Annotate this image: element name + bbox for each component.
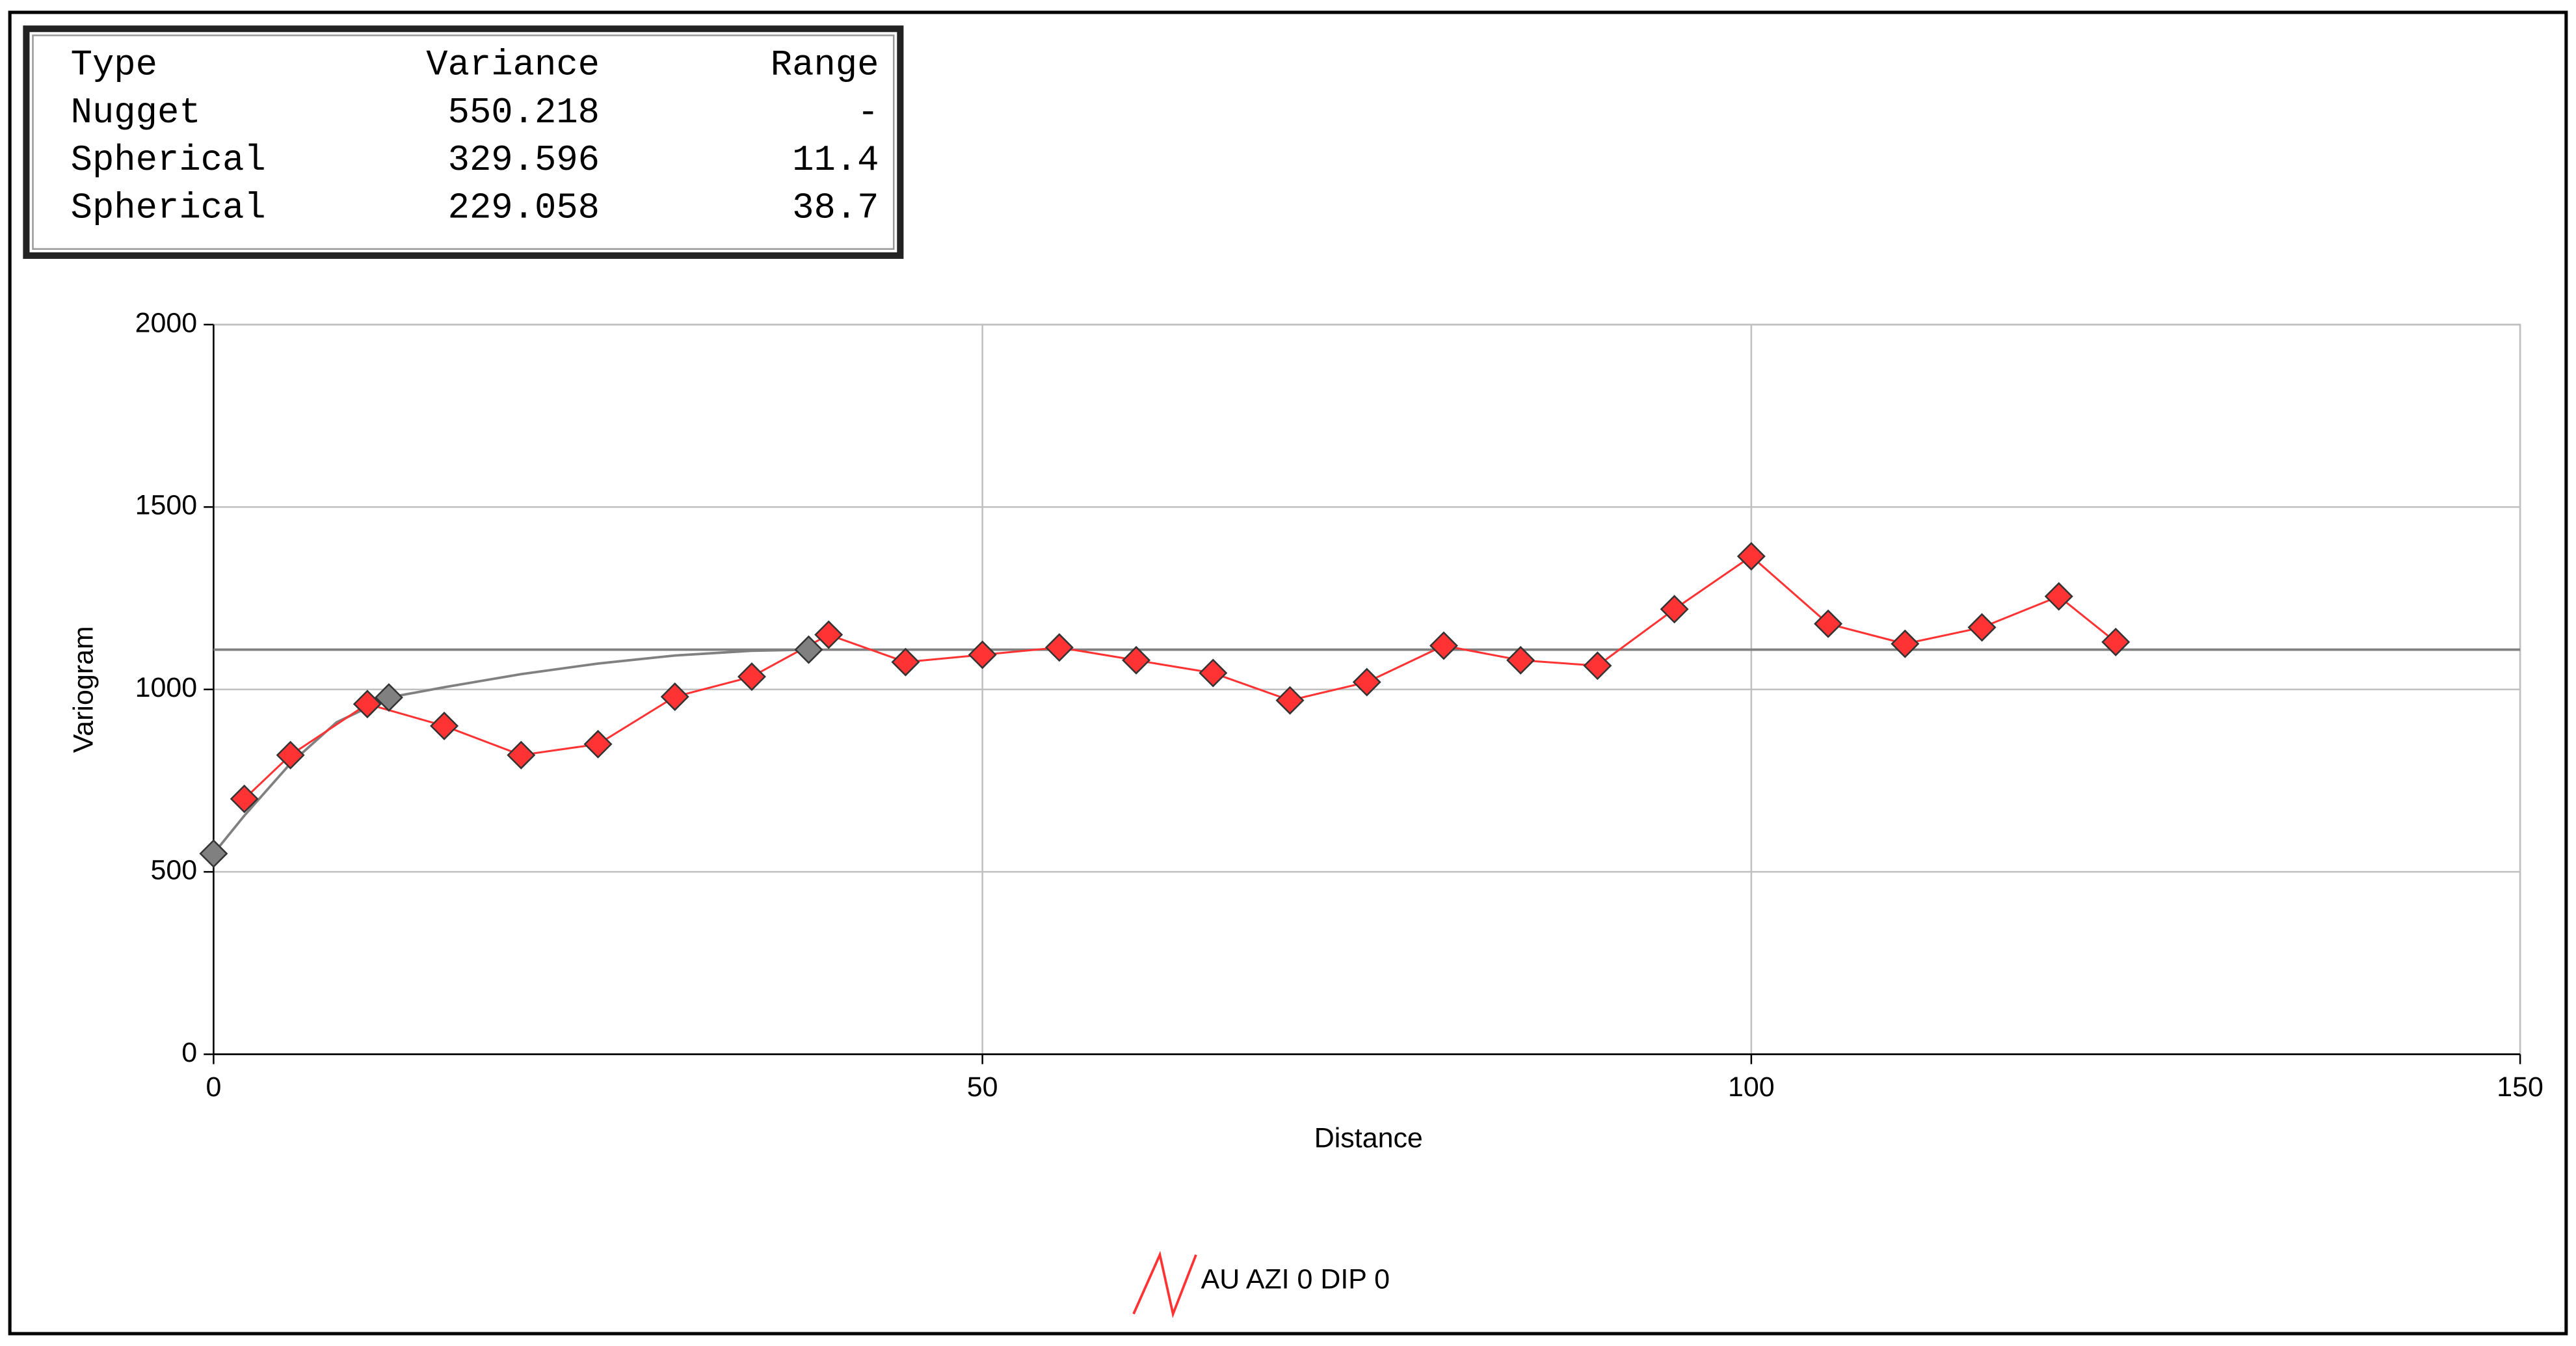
data-point bbox=[276, 740, 305, 770]
table-cell: 38.7 bbox=[792, 187, 879, 228]
data-point bbox=[2101, 627, 2131, 656]
x-axis-label: Distance bbox=[1314, 1122, 1423, 1153]
y-tick-label: 1000 bbox=[135, 672, 198, 703]
y-tick-label: 0 bbox=[181, 1037, 197, 1068]
model-table-box bbox=[23, 25, 904, 259]
data-point bbox=[352, 690, 382, 719]
table-cell: 229.058 bbox=[448, 187, 600, 228]
table-cell: - bbox=[857, 92, 879, 133]
table-cell: Spherical bbox=[71, 187, 266, 228]
data-point bbox=[230, 785, 259, 813]
table-cell: 11.4 bbox=[792, 140, 879, 181]
y-tick-label: 2000 bbox=[135, 307, 198, 338]
table-header: Variance bbox=[426, 44, 600, 85]
data-point bbox=[1891, 629, 1920, 658]
data-point bbox=[1122, 645, 1151, 675]
data-point bbox=[968, 640, 997, 669]
data-point bbox=[430, 711, 459, 740]
model-point bbox=[794, 635, 823, 664]
table-cell: Nugget bbox=[71, 92, 201, 133]
data-point bbox=[891, 647, 920, 677]
model-point bbox=[199, 839, 228, 868]
legend-icon bbox=[1132, 1250, 1197, 1319]
x-tick-label: 0 bbox=[206, 1071, 221, 1103]
data-point bbox=[1275, 686, 1305, 715]
legend-label: AU AZI 0 DIP 0 bbox=[1201, 1264, 1390, 1295]
data-point bbox=[737, 662, 766, 692]
data-point bbox=[1583, 651, 1612, 680]
y-tick-label: 500 bbox=[150, 855, 197, 886]
model-table-inner bbox=[32, 34, 895, 250]
data-point bbox=[583, 729, 613, 759]
data-point bbox=[1506, 645, 1535, 675]
data-point bbox=[814, 620, 843, 649]
table-cell: 329.596 bbox=[448, 140, 600, 181]
x-tick-label: 100 bbox=[1728, 1071, 1775, 1103]
data-point bbox=[1199, 658, 1228, 688]
data-point bbox=[1044, 633, 1074, 662]
table-cell: 550.218 bbox=[448, 92, 600, 133]
data-point bbox=[1814, 609, 1843, 638]
data-point bbox=[2044, 582, 2073, 611]
y-tick-label: 1500 bbox=[135, 490, 198, 521]
series-line bbox=[243, 555, 2117, 800]
x-tick-label: 150 bbox=[2497, 1071, 2543, 1103]
x-tick-label: 50 bbox=[967, 1071, 998, 1103]
data-point bbox=[660, 682, 689, 711]
y-axis-label: Variogram bbox=[68, 626, 100, 753]
table-header: Range bbox=[771, 44, 879, 85]
data-point bbox=[1660, 595, 1689, 624]
data-point bbox=[1736, 542, 1766, 571]
model-point bbox=[374, 683, 403, 712]
table-header: Type bbox=[71, 44, 157, 85]
data-point bbox=[1967, 613, 1997, 642]
data-point bbox=[1352, 667, 1381, 697]
data-point bbox=[1429, 631, 1458, 660]
table-cell: Spherical bbox=[71, 140, 266, 181]
model-curve bbox=[212, 648, 809, 855]
data-point bbox=[507, 740, 536, 770]
